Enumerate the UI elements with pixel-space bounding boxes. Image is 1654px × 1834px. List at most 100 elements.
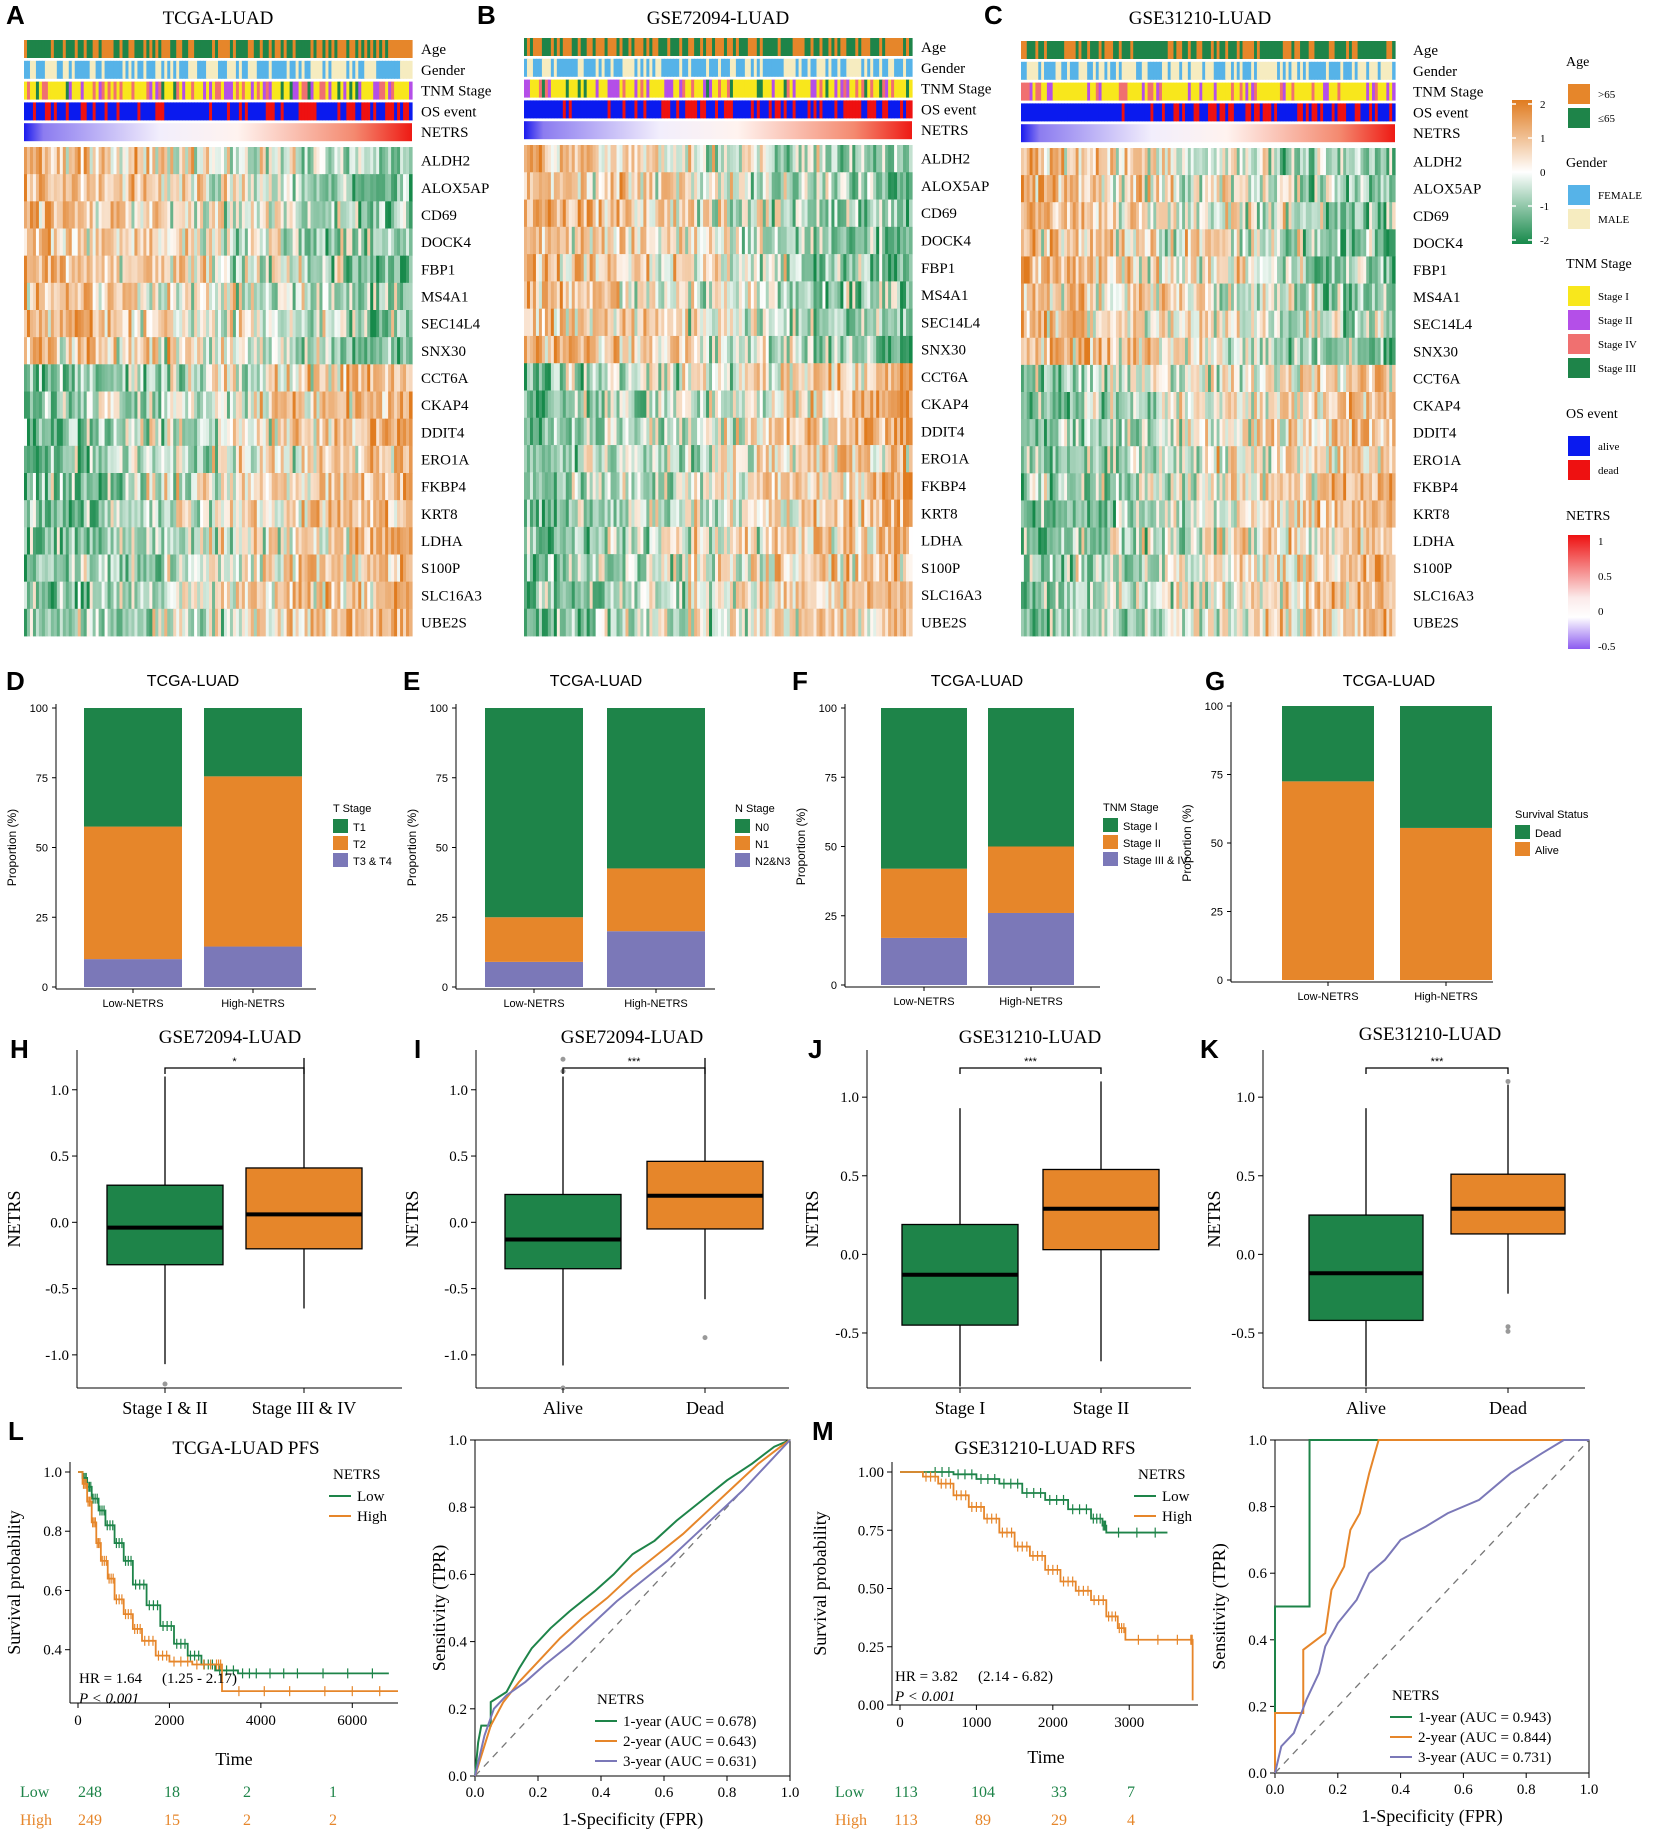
tnm-cell [834, 79, 838, 98]
expr-cell [164, 554, 168, 583]
expr-cell [598, 363, 603, 391]
expr-cell [131, 147, 136, 175]
os-event-cell [140, 102, 144, 121]
age-cell [637, 38, 641, 56]
expr-cell [349, 310, 353, 338]
os-event-cell [283, 102, 288, 121]
expr-cell [238, 228, 243, 257]
expr-cell [688, 363, 692, 391]
expr-cell [32, 554, 37, 583]
age-cell [562, 38, 567, 56]
expr-cell [35, 337, 40, 365]
expr-cell [361, 147, 365, 175]
expr-cell [179, 174, 183, 202]
os-event-cell [768, 100, 773, 119]
expr-cell [44, 527, 49, 555]
os-event-cell [131, 102, 136, 121]
expr-cell [259, 147, 264, 175]
expr-cell [697, 445, 701, 473]
expr-cell [152, 228, 156, 257]
expr-cell [867, 417, 871, 446]
expr-cell [358, 255, 362, 284]
expr-cell [709, 335, 713, 364]
gender-cell [858, 58, 862, 77]
expr-cell [900, 172, 904, 200]
expr-cell [337, 364, 341, 392]
expr-cell [26, 418, 31, 447]
expr-cell [53, 201, 58, 229]
expr-cell [268, 228, 273, 257]
age-cell [622, 38, 627, 56]
tnm-cell [364, 81, 368, 100]
expr-cell [735, 445, 740, 473]
expr-cell [873, 281, 877, 310]
tnm-cell [295, 81, 300, 100]
expr-cell [340, 500, 344, 528]
expr-cell [149, 228, 153, 257]
expr-cell [631, 226, 636, 255]
expr-cell [741, 254, 746, 282]
expr-cell [394, 473, 398, 501]
expr-cell [137, 255, 141, 284]
expr-cell [592, 172, 597, 200]
gender-cell [879, 58, 883, 77]
expr-cell [385, 581, 389, 610]
expr-cell [35, 282, 40, 311]
tnm-cell [346, 81, 350, 100]
expr-cell [322, 310, 327, 338]
expr-cell [879, 363, 883, 391]
gender-cell [652, 58, 656, 77]
age-cell [128, 40, 133, 58]
expr-cell [337, 500, 341, 528]
expr-cell [628, 417, 633, 446]
expr-cell [119, 473, 124, 501]
expr-cell [86, 554, 91, 583]
expr-cell [286, 310, 291, 338]
expr-cell [140, 608, 144, 637]
expr-cell [900, 226, 904, 255]
expr-cell [388, 581, 392, 610]
expr-cell [167, 337, 171, 365]
gender-cell [616, 58, 621, 77]
expr-cell [373, 473, 377, 501]
expr-cell [571, 199, 576, 228]
expr-cell [750, 445, 755, 473]
expr-cell [229, 201, 234, 229]
expr-cell [352, 527, 356, 555]
expr-cell [89, 581, 94, 610]
tnm-cell [283, 81, 288, 100]
expr-cell [774, 254, 779, 282]
expr-cell [24, 500, 28, 528]
expr-cell [176, 337, 180, 365]
expr-cell [122, 147, 127, 175]
expr-cell [723, 254, 728, 282]
expr-cell [59, 473, 64, 501]
tnm-cell [595, 79, 600, 98]
expr-cell [358, 418, 362, 447]
expr-cell [697, 363, 701, 391]
expr-cell [277, 228, 282, 257]
expr-cell [235, 581, 240, 610]
age-cell [580, 38, 585, 56]
expr-cell [116, 418, 121, 447]
expr-cell [238, 282, 243, 311]
expr-cell [32, 581, 37, 610]
expr-cell [524, 335, 528, 364]
expr-cell [29, 255, 34, 284]
gender-cell [867, 58, 871, 77]
expr-cell [313, 445, 318, 474]
expr-cell [670, 335, 674, 364]
expr-cell [709, 363, 713, 391]
expr-cell [382, 337, 386, 365]
expr-cell [535, 417, 540, 446]
expr-cell [703, 445, 707, 473]
expr-cell [732, 335, 737, 364]
expr-cell [122, 364, 127, 392]
expr-cell [816, 281, 821, 310]
expr-cell [718, 281, 722, 310]
expr-cell [720, 308, 725, 337]
expr-cell [855, 226, 859, 255]
expr-cell [643, 145, 647, 173]
expr-cell [41, 581, 46, 610]
os-event-cell [625, 100, 630, 119]
